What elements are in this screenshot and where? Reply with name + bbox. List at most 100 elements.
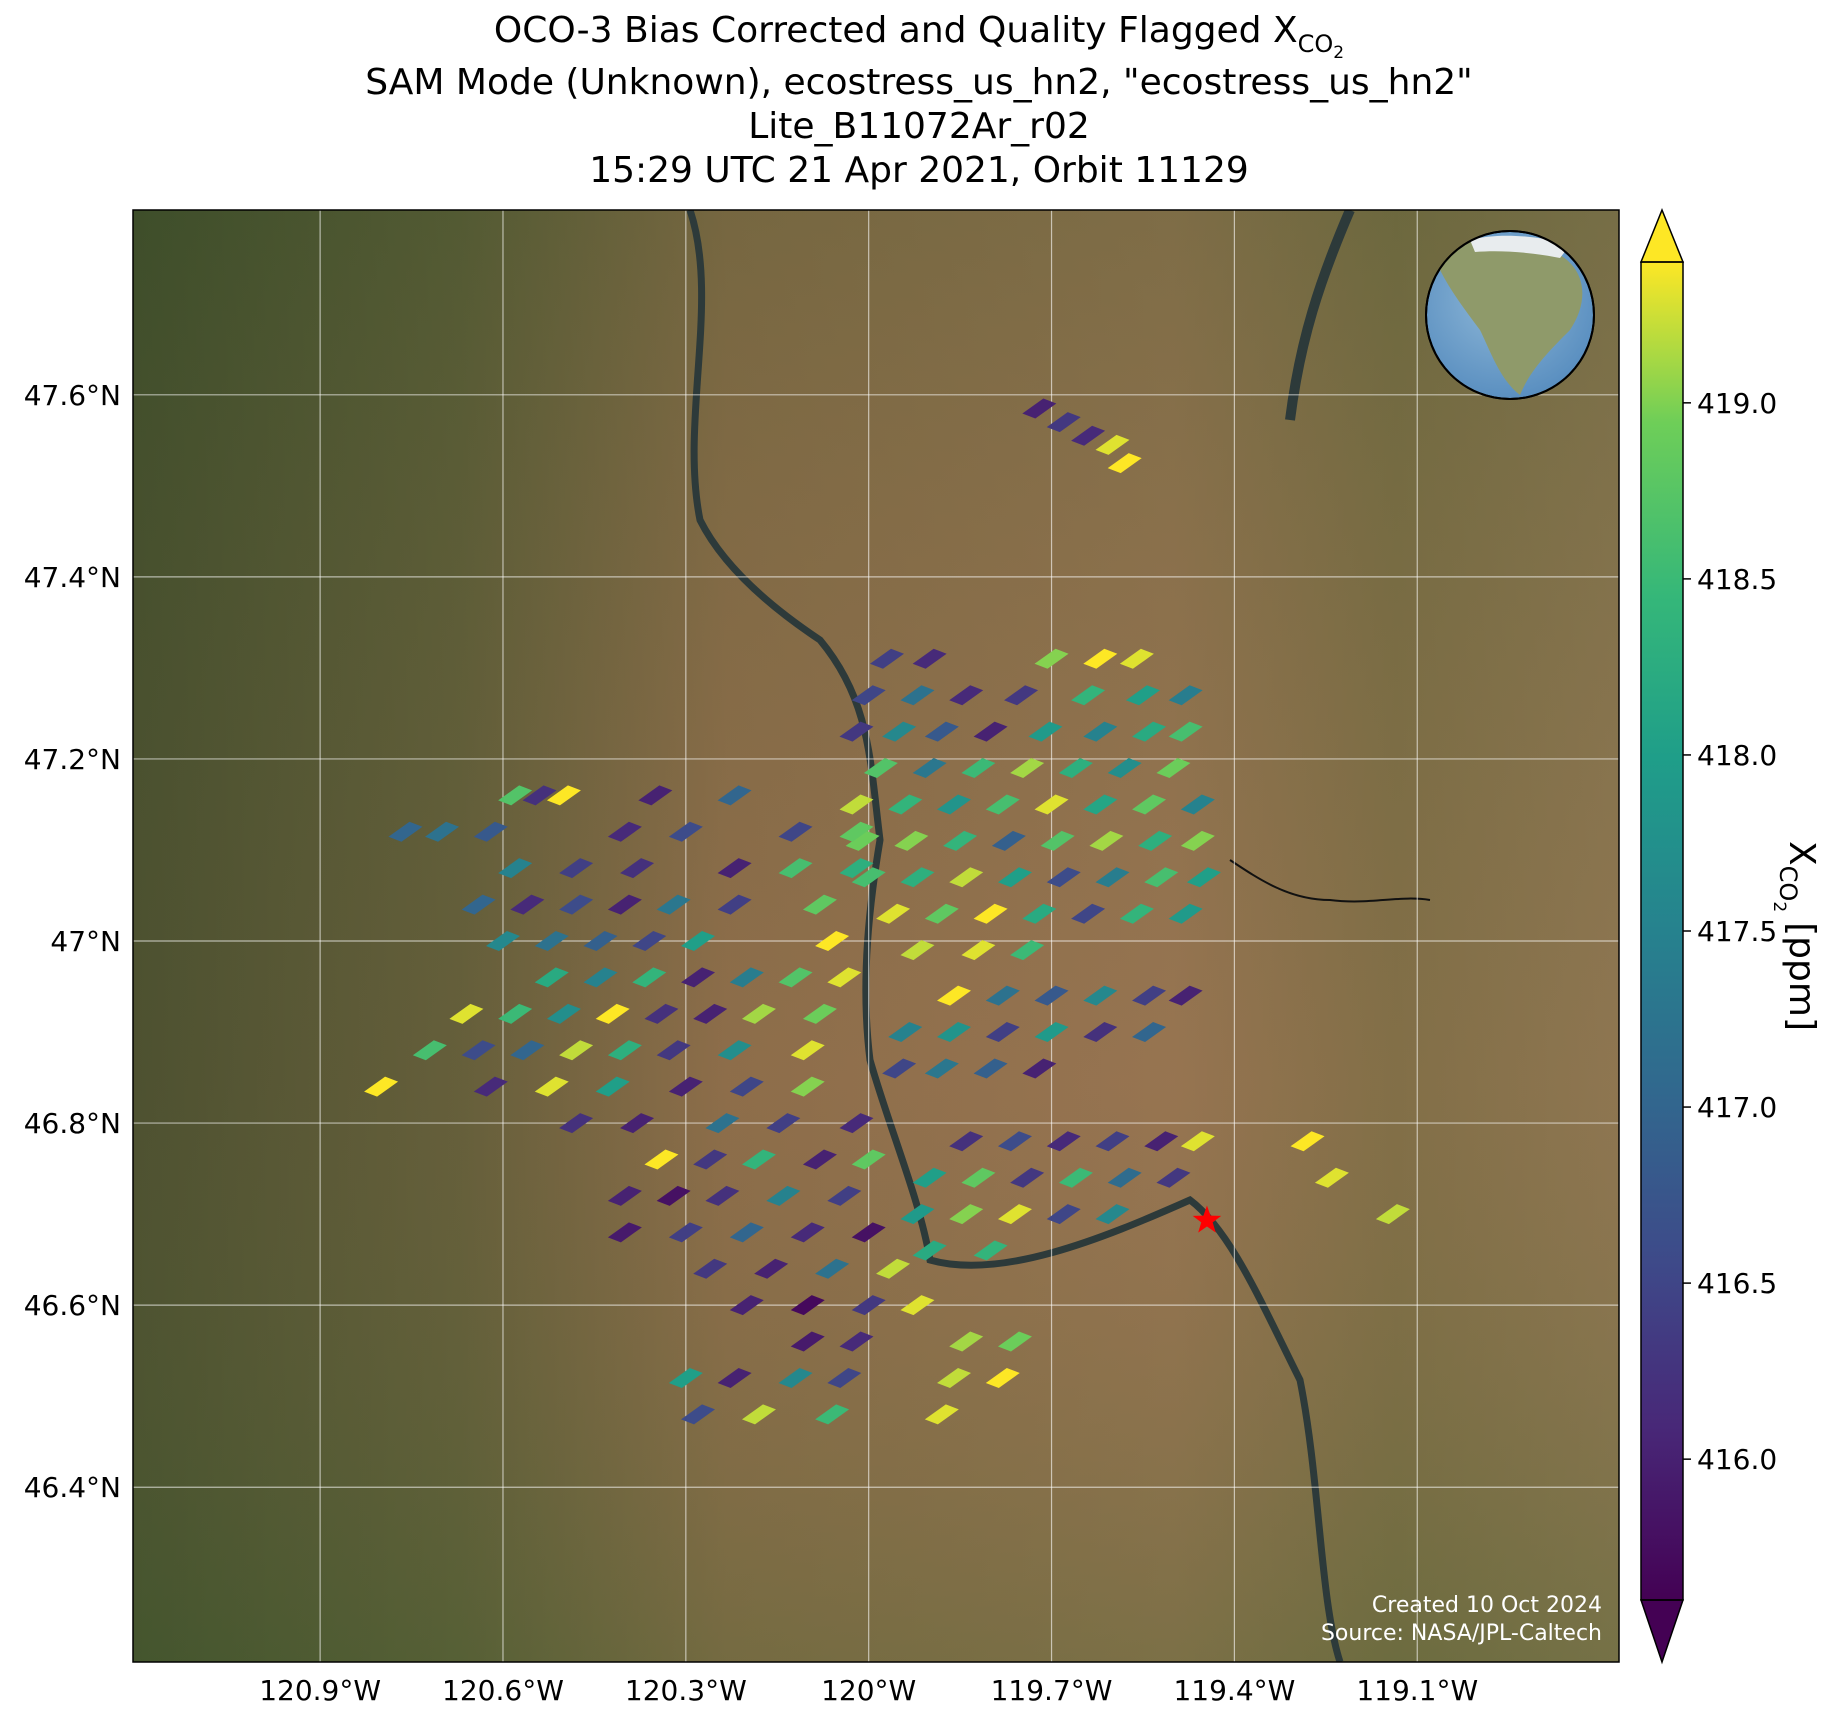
sounding <box>1046 1131 1081 1152</box>
colorbar-label: XCO2 [ppm] <box>1769 841 1822 1031</box>
sounding <box>937 794 972 815</box>
sounding <box>949 1204 984 1225</box>
x-tick-label: 120.6°W <box>442 1674 564 1707</box>
sounding <box>815 1258 850 1279</box>
sounding <box>583 931 618 952</box>
sounding <box>912 648 947 669</box>
sounding <box>583 967 618 988</box>
sounding <box>778 821 813 842</box>
sounding <box>1046 1204 1081 1225</box>
sounding <box>1083 1022 1118 1043</box>
sounding <box>693 1258 728 1279</box>
sounding <box>1095 1131 1130 1152</box>
sounding <box>1034 985 1069 1006</box>
sounding <box>1156 758 1191 779</box>
sounding <box>894 830 929 851</box>
colorbar-tick-label: 418.5 <box>1697 563 1777 596</box>
x-tick-label: 119.4°W <box>1173 1674 1295 1707</box>
sounding <box>900 1295 935 1316</box>
sounding <box>1132 1022 1167 1043</box>
sounding <box>741 1404 776 1425</box>
sounding <box>364 1076 399 1097</box>
sounding <box>681 1404 716 1425</box>
colorbar-label-unit: [ppm] <box>1781 922 1822 1031</box>
sounding <box>985 1022 1020 1043</box>
colorbar-tick-label: 419.0 <box>1697 387 1777 420</box>
soundings <box>364 398 1410 1425</box>
title-line: 15:29 UTC 21 Apr 2021, Orbit 11129 <box>589 150 1249 191</box>
sounding <box>717 1040 752 1061</box>
sounding <box>1125 685 1160 706</box>
sounding <box>717 894 752 915</box>
sounding <box>790 1295 825 1316</box>
title-subscript: CO <box>1298 30 1334 58</box>
colorbar-tick-label: 417.0 <box>1697 1091 1777 1124</box>
sounding <box>498 858 533 879</box>
sounding <box>1168 685 1203 706</box>
colorbar-tick-label: 418.0 <box>1697 739 1777 772</box>
target-marker <box>1192 1205 1222 1233</box>
sounding <box>997 1131 1032 1152</box>
sounding <box>973 1240 1008 1261</box>
y-tick-label: 47°N <box>50 925 121 958</box>
sounding <box>1144 1131 1179 1152</box>
sounding <box>620 1113 655 1134</box>
sounding <box>485 931 520 952</box>
sounding <box>1071 685 1106 706</box>
colorbar-tick-label: 417.5 <box>1697 915 1777 948</box>
x-tick-label: 120°W <box>821 1674 916 1707</box>
sounding <box>839 1331 874 1352</box>
sounding <box>1168 903 1203 924</box>
colorbar-label-subscript: 2 <box>1769 901 1789 912</box>
sounding <box>461 1040 496 1061</box>
sounding <box>656 894 691 915</box>
map-frame <box>132 209 1620 1663</box>
sounding <box>644 1003 679 1024</box>
sounding <box>498 785 533 806</box>
sounding <box>425 821 460 842</box>
sounding <box>1138 830 1173 851</box>
sounding <box>888 1022 923 1043</box>
sounding <box>1132 985 1167 1006</box>
sounding <box>851 867 886 888</box>
sounding <box>693 1149 728 1170</box>
sounding <box>949 1131 984 1152</box>
sounding <box>607 1222 642 1243</box>
sounding <box>595 1003 630 1024</box>
sounding <box>559 894 594 915</box>
sounding <box>607 1040 642 1061</box>
sounding <box>790 1331 825 1352</box>
sounding <box>1071 425 1106 446</box>
sounding <box>510 1040 545 1061</box>
sounding <box>717 1367 752 1388</box>
sounding <box>1180 830 1215 851</box>
sounding <box>1132 721 1167 742</box>
sounding <box>1156 1167 1191 1188</box>
sounding <box>729 967 764 988</box>
sounding <box>656 1040 691 1061</box>
sounding <box>900 940 935 961</box>
sounding <box>1132 794 1167 815</box>
sounding <box>1034 794 1069 815</box>
sounding <box>802 1003 837 1024</box>
sounding <box>1107 453 1142 474</box>
sounding <box>985 794 1020 815</box>
sounding <box>656 1185 691 1206</box>
sounding <box>1180 1131 1215 1152</box>
x-tick-label: 119.1°W <box>1356 1674 1478 1707</box>
sounding <box>1095 867 1130 888</box>
sounding <box>741 1003 776 1024</box>
sounding <box>882 721 917 742</box>
sounding <box>876 903 911 924</box>
sounding <box>729 1076 764 1097</box>
sounding <box>510 894 545 915</box>
sounding <box>815 1404 850 1425</box>
sounding <box>1290 1131 1325 1152</box>
sounding <box>1107 758 1142 779</box>
x-tick-label: 120.9°W <box>259 1674 381 1707</box>
sounding <box>1314 1167 1349 1188</box>
x-tick-label: 119.7°W <box>991 1674 1113 1707</box>
sounding <box>937 1367 972 1388</box>
sounding <box>888 794 923 815</box>
sounding <box>668 1222 703 1243</box>
